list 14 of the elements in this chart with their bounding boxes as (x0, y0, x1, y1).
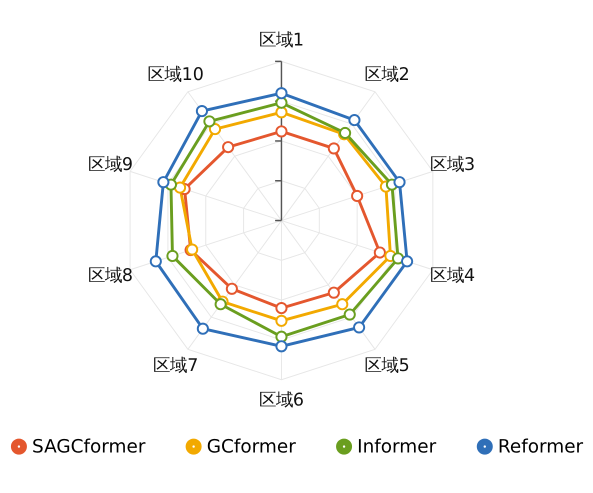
spoke-label: 区域8 (88, 266, 133, 286)
spoke-label: 区域4 (430, 266, 476, 286)
spoke-label: 区域3 (430, 154, 476, 175)
spoke-label: 区域10 (148, 64, 204, 85)
spoke-label: 区域7 (153, 356, 198, 376)
spoke-label: 区域1 (258, 30, 304, 51)
legend-label: Reformer (498, 436, 584, 458)
spoke-label: 区域6 (258, 390, 304, 410)
legend-label: Informer (357, 436, 437, 458)
spoke-label: 区域2 (364, 64, 410, 85)
spoke-label: 区域9 (88, 154, 133, 175)
legend-label: GCformer (206, 436, 296, 458)
spoke-label: 区域5 (364, 356, 410, 376)
legend-label: SAGCformer (32, 436, 146, 458)
